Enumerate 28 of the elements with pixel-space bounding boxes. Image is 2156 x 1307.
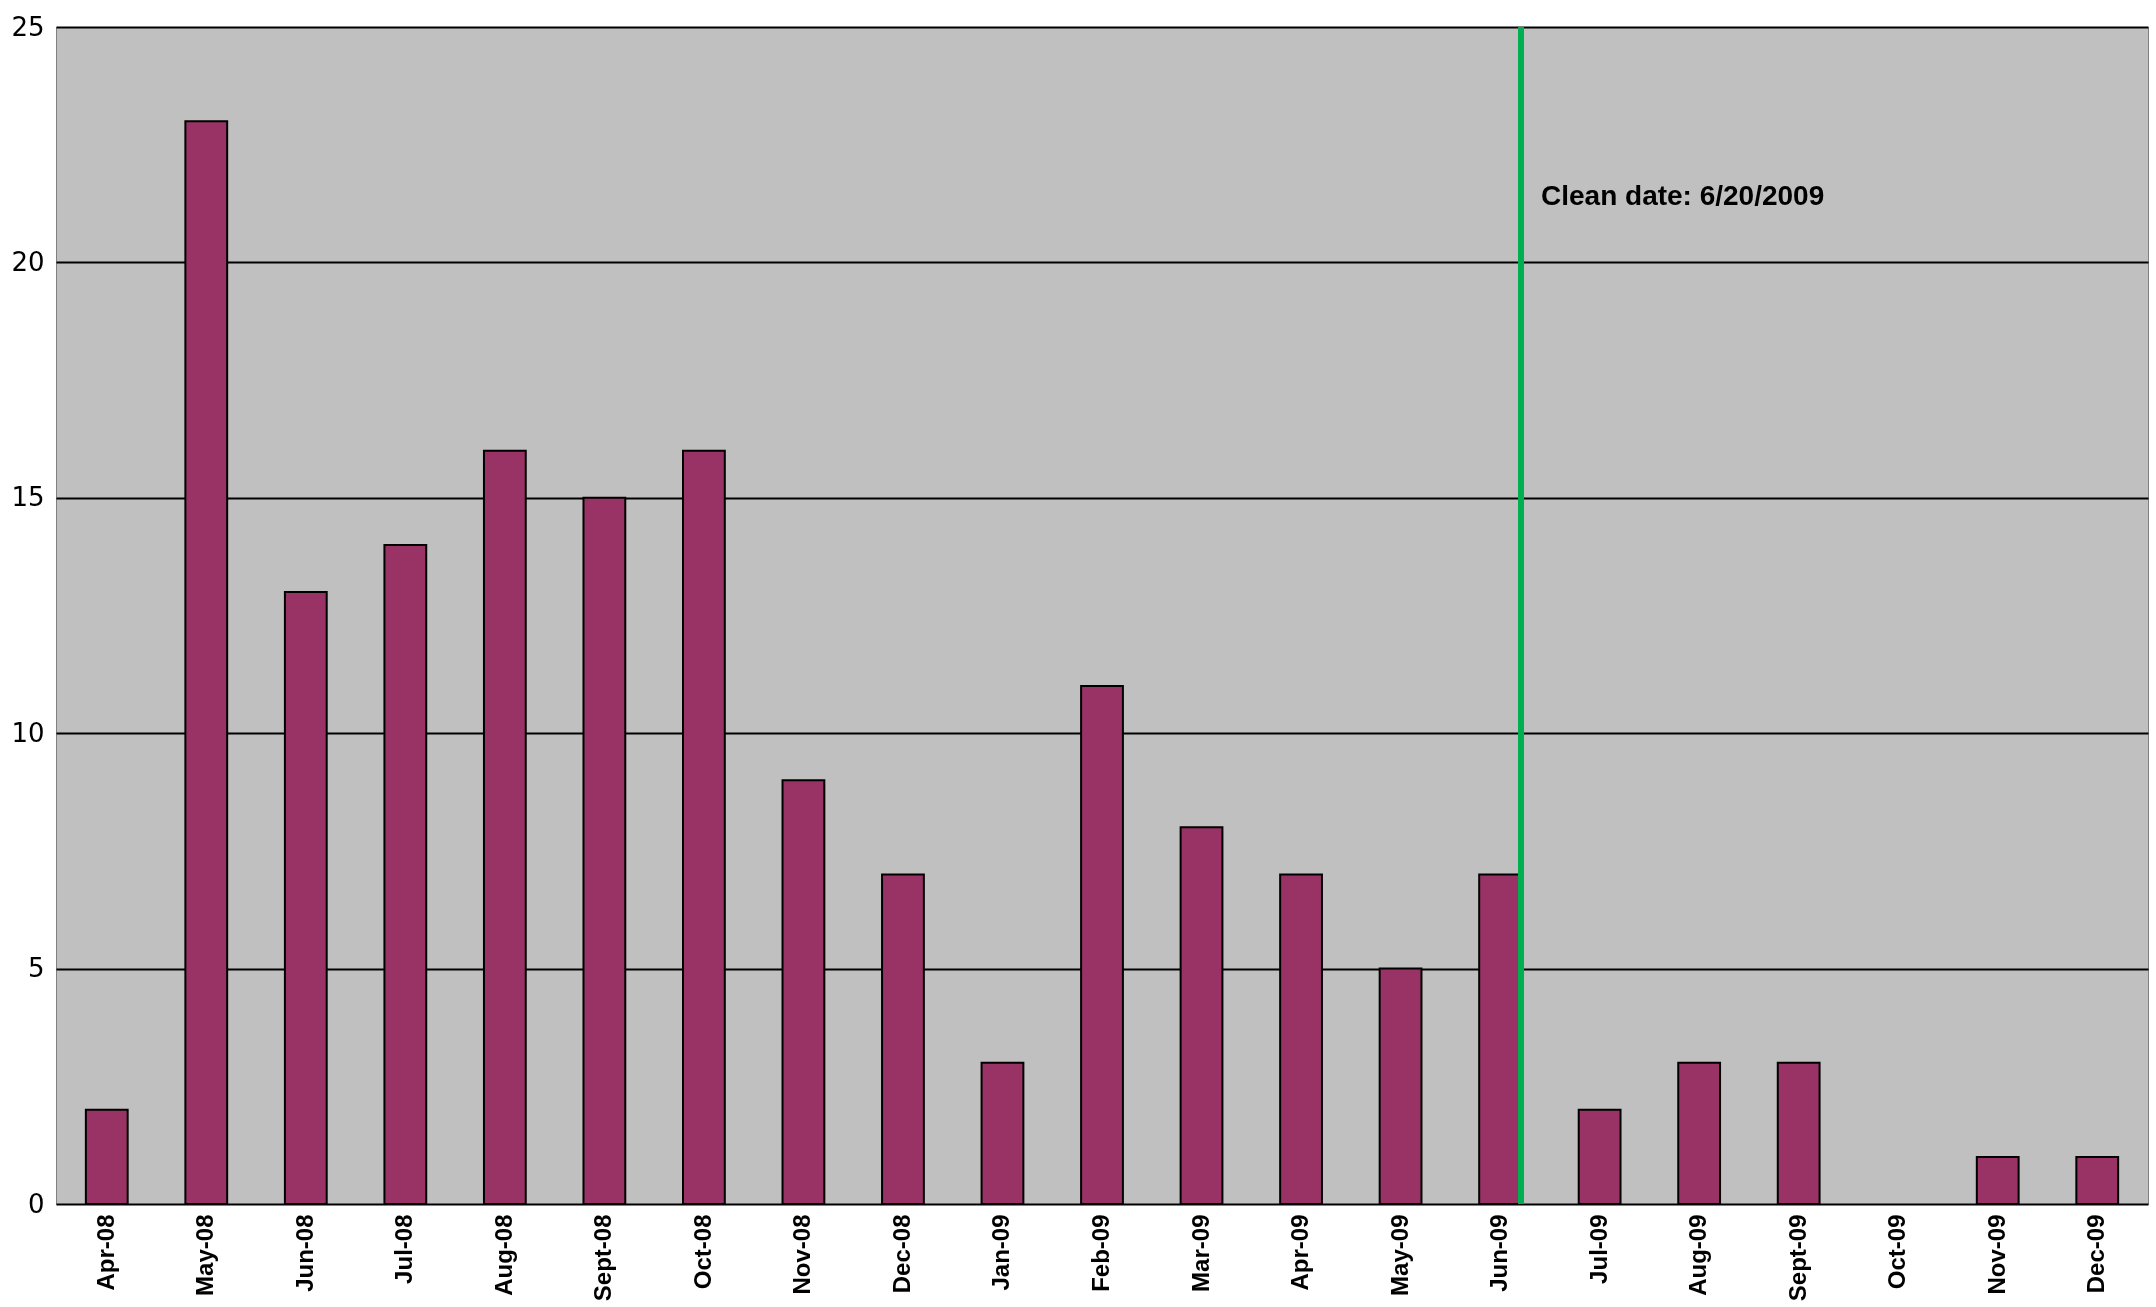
x-tick-label: Jul-08 (390, 1214, 418, 1284)
y-tick-label: 15 (11, 482, 45, 513)
x-tick-label: Nov-09 (1982, 1214, 2010, 1295)
x-tick-label: Dec-09 (2082, 1214, 2110, 1294)
x-tick-label: Jun-09 (1485, 1214, 1513, 1292)
y-tick-label: 0 (27, 1188, 45, 1219)
y-tick-label: 5 (27, 953, 45, 984)
x-tick-label: Oct-09 (1883, 1214, 1911, 1290)
x-tick-label: Sept-09 (1783, 1214, 1811, 1302)
ref-line-label: Clean date: 6/20/2009 (1541, 180, 1825, 211)
x-tick-label: May-08 (191, 1214, 219, 1296)
x-tick-label: Jan-09 (987, 1214, 1015, 1291)
x-tick-label: Aug-09 (1684, 1214, 1712, 1296)
x-tick-label: Mar-09 (1186, 1214, 1214, 1292)
x-tick-label: Sept-08 (589, 1214, 617, 1302)
x-tick-label: Dec-08 (887, 1214, 915, 1294)
x-tick-label: Oct-08 (688, 1214, 716, 1290)
x-tick-label: Jul-09 (1584, 1214, 1612, 1284)
x-tick-label: Nov-08 (788, 1214, 816, 1295)
x-tick-label: Feb-09 (1087, 1214, 1114, 1292)
x-tick-label: May-09 (1385, 1214, 1413, 1296)
y-tick-label: 20 (11, 246, 45, 277)
y-tick-label: 25 (11, 11, 45, 42)
x-tick-label: Apr-09 (1286, 1214, 1314, 1291)
x-tick-label: Aug-08 (489, 1214, 517, 1296)
y-tick-label: 10 (11, 717, 45, 748)
x-tick-label: Apr-08 (91, 1214, 119, 1291)
x-tick-label: Jun-08 (290, 1214, 318, 1292)
